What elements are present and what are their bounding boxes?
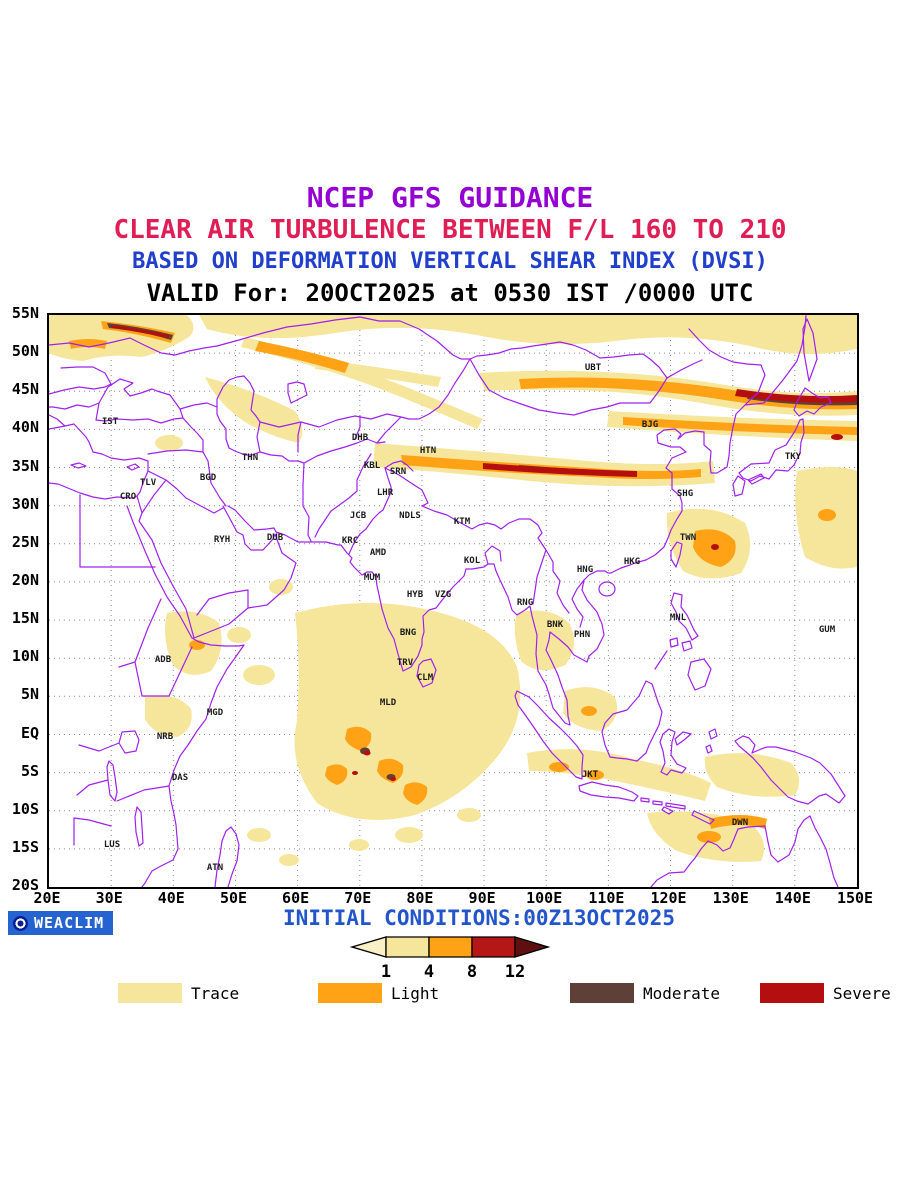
legend-item-moderate: Moderate: [570, 983, 720, 1003]
lat-axis: 55N 50N 45N 40N 35N 30N 25N 20N 15N 10N 5N EQ 5S 10S 1…: [0, 304, 42, 894]
legend-row: Trace Light Moderate Severe: [0, 983, 900, 1005]
chart-title-validity: VALID For: 20OCT2025 at 0530 IST /0000 U…: [146, 279, 754, 307]
legend-item-light: Light: [318, 983, 439, 1003]
color-scale-arrow: [350, 936, 550, 958]
lon-tick-label: 140E: [774, 889, 811, 907]
lat-tick-label: 35N: [11, 456, 39, 475]
lat-tick-label: 30N: [11, 494, 39, 513]
initial-conditions-text: INITIAL CONDITIONS:00Z13OCT2025: [283, 906, 675, 930]
scale-segment-above: [514, 936, 550, 958]
lon-tick-label: 130E: [712, 889, 749, 907]
scale-tick-label: 8: [466, 962, 478, 982]
scale-tick-label: 1: [380, 962, 392, 982]
lat-tick-label: 25N: [11, 532, 39, 551]
scale-segment-below: [350, 936, 387, 958]
legend-swatch-trace: [118, 983, 182, 1003]
border-layer: [49, 316, 766, 846]
lat-tick-label: 50N: [11, 342, 39, 361]
weaclim-circle-icon: [13, 915, 28, 931]
lon-tick-label: 80E: [406, 889, 434, 907]
lon-tick-label: 70E: [344, 889, 372, 907]
lon-tick-label: 60E: [282, 889, 310, 907]
legend-label-moderate: Moderate: [643, 983, 721, 1003]
weaclim-logo: WEACLIM: [8, 911, 114, 935]
legend-item-severe: Severe: [760, 983, 891, 1003]
lat-tick-label: 10N: [11, 647, 39, 666]
lat-tick-label: 10S: [11, 799, 39, 818]
legend-swatch-moderate: [570, 983, 634, 1003]
scale-segment-light: [428, 936, 473, 958]
legend-label-trace: Trace: [191, 983, 240, 1003]
lat-tick-label: 20N: [11, 570, 39, 589]
lon-tick-label: 20E: [33, 889, 61, 907]
lon-tick-label: 30E: [95, 889, 123, 907]
lon-tick-label: 40E: [157, 889, 185, 907]
coastline-layer: [49, 315, 846, 887]
legend-label-severe: Severe: [833, 983, 891, 1003]
scale-tick-row: 1 4 8 12: [350, 962, 550, 982]
lon-tick-label: 90E: [468, 889, 496, 907]
lon-tick-label: 100E: [526, 889, 563, 907]
lat-tick-label: 45N: [11, 380, 39, 399]
map-frame: [47, 313, 859, 889]
chart-title-parameter: CLEAR AIR TURBULENCE BETWEEN F/L 160 TO …: [113, 215, 787, 245]
lat-tick-label: 40N: [11, 418, 39, 437]
lon-tick-label: 150E: [836, 889, 874, 907]
lat-tick-label: EQ: [20, 723, 39, 742]
lat-tick-label: 5N: [20, 685, 39, 704]
scale-tick-label: 4: [423, 962, 435, 982]
chart-title-method: BASED ON DEFORMATION VERTICAL SHEAR INDE…: [132, 249, 768, 274]
chart-title-source: NCEP GFS GUIDANCE: [306, 181, 594, 214]
legend-swatch-severe: [760, 983, 824, 1003]
legend-item-trace: Trace: [118, 983, 239, 1003]
scale-tick-label: 12: [504, 962, 526, 982]
map-svg: [49, 315, 857, 887]
lat-tick-label: 15N: [11, 609, 39, 628]
legend-label-light: Light: [391, 983, 440, 1003]
lat-tick-label: 55N: [11, 304, 39, 322]
lon-tick-label: 120E: [650, 889, 687, 907]
lat-tick-label: 15S: [11, 837, 39, 856]
scale-segment-moderate: [471, 936, 516, 958]
lon-axis: 20E 30E 40E 50E 60E 70E 80E 90E 100E 110E 120E 130E…: [33, 889, 873, 909]
lon-tick-label: 110E: [588, 889, 625, 907]
weaclim-logo-text: WEACLIM: [34, 914, 105, 932]
legend-swatch-light: [318, 983, 382, 1003]
lat-tick-label: 20S: [11, 876, 39, 894]
lat-tick-label: 5S: [20, 761, 39, 780]
lon-tick-label: 50E: [219, 889, 248, 907]
scale-segment-trace: [385, 936, 430, 958]
